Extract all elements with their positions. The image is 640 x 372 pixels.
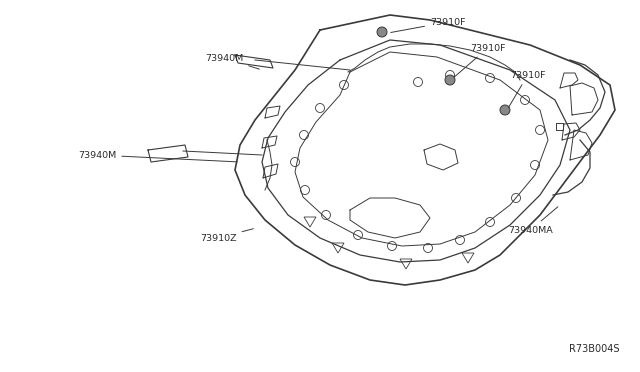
Text: 73910F: 73910F xyxy=(454,44,506,77)
Circle shape xyxy=(500,105,510,115)
Text: R73B004S: R73B004S xyxy=(570,344,620,354)
Text: 73940M: 73940M xyxy=(78,151,237,162)
Text: 73910F: 73910F xyxy=(508,71,545,108)
Text: 73940MA: 73940MA xyxy=(508,207,558,234)
Text: 73910F: 73910F xyxy=(391,17,465,32)
Text: 73910Z: 73910Z xyxy=(200,229,253,243)
Circle shape xyxy=(377,27,387,37)
Text: 73940M: 73940M xyxy=(205,54,259,69)
Circle shape xyxy=(445,75,455,85)
